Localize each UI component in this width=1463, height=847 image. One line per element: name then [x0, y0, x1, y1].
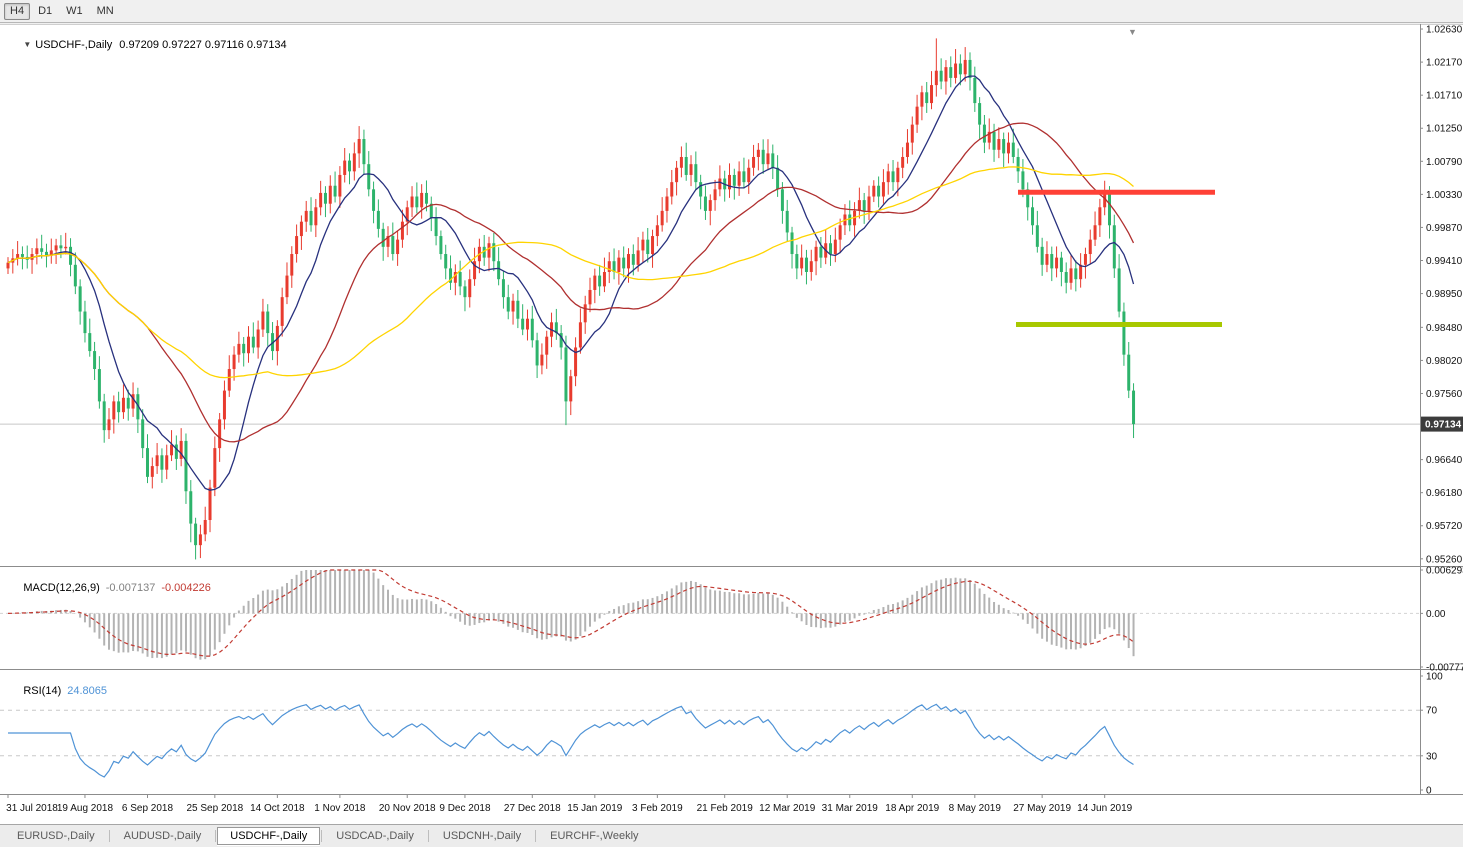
date-tick-label: 14 Jun 2019 — [1077, 803, 1132, 814]
price-tick-label: 1.00330 — [1426, 190, 1463, 201]
tab-separator — [427, 830, 429, 842]
price-tick-label: 0.98950 — [1426, 289, 1463, 300]
tf-button-H4[interactable]: H4 — [4, 2, 31, 20]
tf-button-D1[interactable]: D1 — [38, 4, 53, 17]
date-tick-label: 20 Nov 2018 — [379, 803, 436, 814]
tab-eurusd-daily[interactable]: EURUSD-,Daily — [17, 830, 95, 842]
symbol-title: USDCHF-,Daily — [35, 39, 113, 51]
price-tick-label: 0.98020 — [1426, 356, 1463, 367]
date-tick-label: 6 Sep 2018 — [122, 803, 174, 814]
rsi-tick-label: 100 — [1426, 672, 1443, 683]
date-tick-label: 25 Sep 2018 — [186, 803, 243, 814]
tab-usdcad-daily[interactable]: USDCAD-,Daily — [336, 830, 414, 842]
rsi-line — [8, 703, 1134, 778]
rsi-value: 24.8065 — [67, 685, 108, 697]
price-tick-label: 0.99870 — [1426, 223, 1463, 234]
macd-main-value: -0.007137 — [105, 582, 156, 594]
date-tick-label: 8 May 2019 — [949, 803, 1002, 814]
symbol-header: ▼ USDCHF-,Daily 0.97209 0.97227 0.97116 0.… — [5, 27, 287, 63]
date-tick-label: 31 Jul 2018 — [6, 803, 58, 814]
rsi-tick-label: 70 — [1426, 706, 1438, 717]
tf-button-MN[interactable]: MN — [96, 4, 114, 17]
price-tick-label: 0.97560 — [1426, 389, 1463, 400]
chart-tabbar: EURUSD-,Daily AUDUSD-,Daily USDCHF-,Daily U… — [0, 824, 1463, 847]
price-tick-label: 0.96640 — [1426, 455, 1463, 466]
price-tick-label: 1.02630 — [1426, 25, 1463, 36]
date-tick-label: 15 Jan 2019 — [567, 803, 622, 814]
price-tick-label: 1.02170 — [1426, 58, 1463, 69]
tab-separator — [108, 830, 110, 842]
date-tick-label: 18 Apr 2019 — [885, 803, 939, 814]
date-tick-label: 1 Nov 2018 — [314, 803, 366, 814]
macd-tick-label: -0.007777 — [1426, 663, 1463, 674]
price-tick-label: 0.95720 — [1426, 521, 1463, 532]
last-price-badge — [1421, 416, 1463, 432]
timeframe-toolbar: H4 D1 W1 MN — [0, 0, 1463, 23]
date-tick-label: 14 Oct 2018 — [250, 803, 305, 814]
tab-separator — [535, 830, 537, 842]
date-tick-label: 21 Feb 2019 — [697, 803, 754, 814]
price-tick-label: 0.99410 — [1426, 256, 1463, 267]
tab-separator — [321, 830, 323, 842]
symbol-ohlc-values: 0.97209 0.97227 0.97116 0.97134 — [119, 39, 287, 51]
macd-axis: 0.006293 0.00 -0.007777 — [1420, 566, 1463, 674]
last-price-badge-text: 0.97134 — [1425, 420, 1462, 431]
date-tick-label: 31 Mar 2019 — [822, 803, 879, 814]
tab-usdcnh-daily[interactable]: USDCNH-,Daily — [442, 830, 522, 842]
tf-button-W1[interactable]: W1 — [66, 4, 83, 17]
date-axis: 31 Jul 2018 19 Aug 2018 6 Sep 2018 25 Sep 2… — [6, 794, 1133, 814]
price-axis: 1.02630 1.02170 1.01710 1.01250 1.00790 1.003… — [1420, 25, 1463, 565]
price-tick-label: 0.98480 — [1426, 323, 1463, 334]
candles-layer — [6, 38, 1136, 560]
price-tick-label: 1.01710 — [1426, 91, 1463, 102]
date-tick-label: 9 Dec 2018 — [439, 803, 491, 814]
tab-usdchf-daily[interactable]: USDCHF-,Daily — [217, 827, 321, 845]
price-chart-canvas[interactable]: 1.02630 1.02170 1.01710 1.01250 1.00790 1.003… — [0, 24, 1463, 824]
rsi-label: RSI(14) 24.8065 — [5, 673, 107, 709]
tab-separator — [215, 830, 217, 842]
date-tick-label: 27 Dec 2018 — [504, 803, 561, 814]
date-tick-label: 19 Aug 2018 — [57, 803, 114, 814]
rsi-tick-label: 30 — [1426, 751, 1438, 762]
symbol-dropdown-icon[interactable]: ▼ — [23, 40, 32, 49]
ma-slow-line — [7, 166, 1134, 379]
rsi-axis: 100 70 30 0 — [1420, 672, 1443, 797]
macd-label: MACD(12,26,9) -0.007137 -0.004226 — [5, 570, 211, 606]
macd-histogram — [11, 570, 1135, 660]
macd-signal-line — [7, 569, 1134, 657]
date-tick-label: 3 Feb 2019 — [632, 803, 683, 814]
price-tick-label: 0.96180 — [1426, 488, 1463, 499]
ma-fast-line — [7, 75, 1135, 491]
tab-eurchf-weekly[interactable]: EURCHF-,Weekly — [550, 830, 639, 842]
ma-medium-line — [7, 122, 1135, 443]
price-tick-label: 0.95260 — [1426, 554, 1463, 565]
macd-tick-label: 0.006293 — [1426, 566, 1463, 577]
price-tick-label: 1.01250 — [1426, 124, 1463, 135]
macd-name: MACD(12,26,9) — [23, 582, 100, 594]
price-tick-label: 1.00790 — [1426, 157, 1463, 168]
chart-area[interactable]: ▼ USDCHF-,Daily 0.97209 0.97227 0.97116 0.… — [0, 24, 1463, 824]
scroll-to-end-icon[interactable]: ▼ — [1128, 27, 1137, 37]
rsi-name: RSI(14) — [23, 685, 62, 697]
date-tick-label: 27 May 2019 — [1013, 803, 1071, 814]
date-tick-label: 12 Mar 2019 — [759, 803, 816, 814]
tab-audusd-daily[interactable]: AUDUSD-,Daily — [123, 830, 202, 842]
macd-signal-value: -0.004226 — [161, 582, 211, 594]
rsi-tick-label: 0 — [1426, 786, 1432, 797]
macd-tick-label: 0.00 — [1426, 609, 1446, 620]
